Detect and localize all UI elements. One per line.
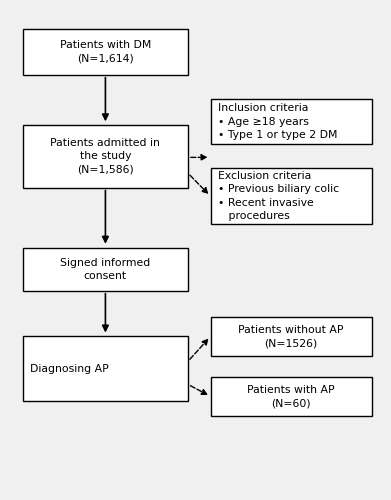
Text: Signed informed
consent: Signed informed consent — [60, 258, 151, 281]
Text: Patients without AP
(N=1526): Patients without AP (N=1526) — [239, 325, 344, 348]
Text: Patients admitted in
the study
(N=1,586): Patients admitted in the study (N=1,586) — [50, 138, 160, 174]
FancyBboxPatch shape — [23, 248, 188, 291]
Text: Exclusion criteria
• Previous biliary colic
• Recent invasive
   procedures: Exclusion criteria • Previous biliary co… — [218, 171, 339, 221]
FancyBboxPatch shape — [210, 317, 372, 356]
FancyBboxPatch shape — [210, 377, 372, 416]
Text: Inclusion criteria
• Age ≥18 years
• Type 1 or type 2 DM: Inclusion criteria • Age ≥18 years • Typ… — [218, 104, 337, 140]
FancyBboxPatch shape — [210, 99, 372, 144]
FancyBboxPatch shape — [23, 125, 188, 188]
Text: Patients with AP
(N=60): Patients with AP (N=60) — [248, 385, 335, 408]
FancyBboxPatch shape — [23, 336, 188, 401]
FancyBboxPatch shape — [23, 29, 188, 75]
FancyBboxPatch shape — [210, 168, 372, 224]
Text: Patients with DM
(N=1,614): Patients with DM (N=1,614) — [60, 40, 151, 64]
Text: Diagnosing AP: Diagnosing AP — [30, 364, 109, 374]
